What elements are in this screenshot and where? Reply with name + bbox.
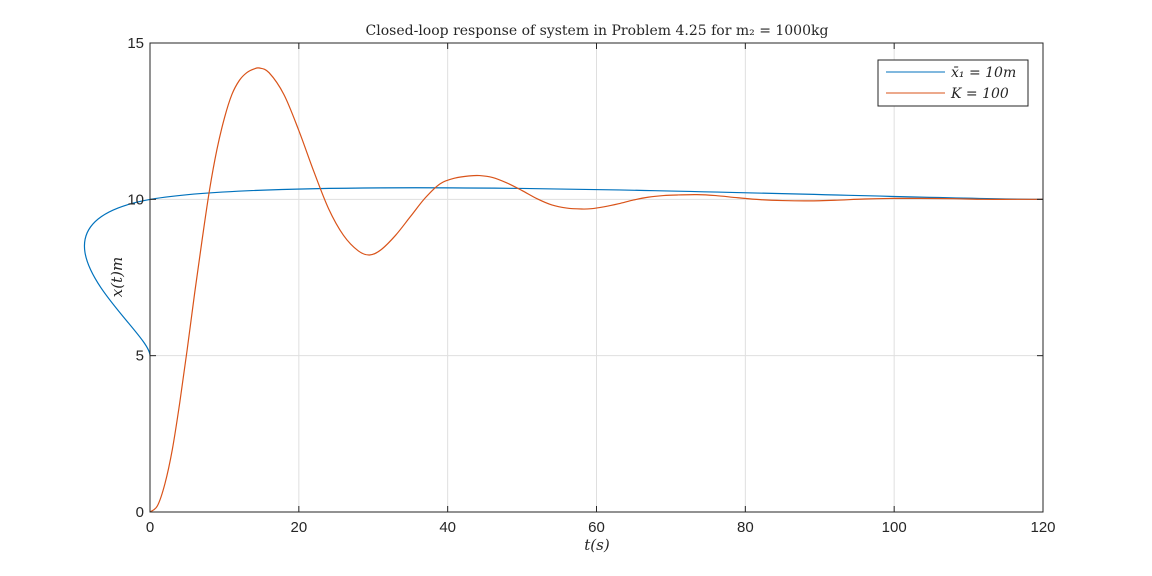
y-tick-label: 5 — [136, 348, 144, 365]
series-line-0 — [83, 187, 1044, 356]
legend: x̄₁ = 10m K = 100 — [877, 59, 1029, 107]
chart-title: Closed-loop response of system in Proble… — [366, 23, 829, 39]
y-tick-label: 10 — [127, 191, 144, 208]
x-axis-label: t(s) — [584, 536, 610, 554]
data-series — [83, 67, 1044, 513]
legend-box — [877, 59, 1029, 107]
x-tick-label: 0 — [146, 519, 154, 536]
x-tick-label: 20 — [290, 519, 307, 536]
x-tick-label: 100 — [882, 519, 907, 536]
y-tick-label: 0 — [136, 504, 144, 521]
x-tick-label: 80 — [737, 519, 754, 536]
x-tick-label: 60 — [588, 519, 605, 536]
legend-label-response: K = 100 — [950, 86, 1009, 102]
axis-ticks: 0 20 40 60 80 100 120 0 5 10 15 — [127, 35, 1055, 536]
y-tick-label: 15 — [127, 35, 144, 52]
legend-label-setpoint: x̄₁ = 10m — [951, 65, 1016, 81]
x-tick-label: 120 — [1030, 519, 1055, 536]
y-axis-label: x(t)m — [108, 257, 126, 297]
x-tick-label: 40 — [439, 519, 456, 536]
series-line-1 — [149, 67, 1043, 513]
